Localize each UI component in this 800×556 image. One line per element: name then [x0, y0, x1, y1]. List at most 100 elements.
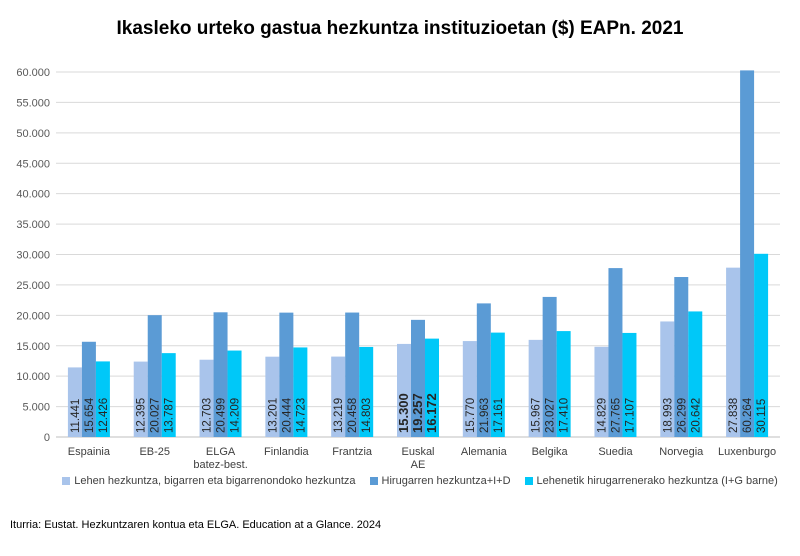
data-label: 13.201 [267, 398, 279, 433]
bar [345, 312, 360, 437]
x-tick-label: Alemania [461, 446, 508, 458]
data-label: 20.458 [347, 398, 359, 433]
y-tick-label: 15.000 [16, 341, 50, 353]
bar [279, 312, 294, 437]
data-label: 17.410 [559, 398, 571, 433]
data-label: 14.723 [295, 398, 307, 433]
bar [754, 253, 769, 437]
bar [199, 359, 214, 437]
bar [622, 332, 637, 437]
legend-label-primary: Lehen hezkuntza, bigarren eta bigarrenon… [74, 475, 356, 487]
data-label: 15.967 [531, 398, 543, 433]
bar [490, 332, 505, 437]
bar [594, 346, 609, 437]
data-label: 20.027 [150, 398, 162, 433]
legend-item-tertiary: Hirugarren hezkuntza+I+D [369, 475, 511, 487]
data-label: 15.770 [465, 398, 477, 433]
x-tick-label: Norvegia [659, 446, 704, 458]
bar [608, 268, 623, 437]
data-label: 20.499 [216, 398, 228, 433]
y-tick-label: 40.000 [16, 189, 50, 201]
legend-item-primary: Lehen hezkuntza, bigarren eta bigarrenon… [62, 475, 356, 487]
data-label: 30.115 [756, 399, 768, 433]
legend-label-tertiary: Hirugarren hezkuntza+I+D [381, 475, 511, 487]
bars [67, 70, 769, 438]
bar [359, 346, 374, 437]
data-label: 13.787 [164, 398, 176, 433]
bar [556, 331, 571, 437]
bar [726, 267, 741, 437]
x-tick-label: Finlandia [264, 446, 310, 458]
data-label: 20.444 [281, 397, 293, 433]
bar [265, 356, 280, 437]
x-tick-label: Frantzia [332, 446, 373, 458]
data-label: 11.441 [70, 399, 82, 433]
bar [147, 315, 162, 437]
x-tick-label: ELGA batez-best. [193, 446, 247, 471]
data-label: 15.300 [396, 393, 411, 433]
bar [133, 361, 148, 437]
x-tick-label: Belgika [532, 446, 569, 458]
legend-swatch-primary [62, 477, 71, 485]
data-label: 13.219 [333, 398, 345, 433]
y-tick-label: 20.000 [16, 310, 50, 322]
y-tick-label: 30.000 [16, 250, 50, 262]
data-label: 26.299 [676, 398, 688, 433]
bar [688, 311, 703, 437]
bar [67, 367, 82, 437]
legend-swatch-tertiary [369, 477, 378, 485]
legend-item-total: Lehenetik hirugarrenerako hezkuntza (I+G… [524, 475, 778, 487]
y-tick-label: 45.000 [16, 158, 50, 170]
data-label: 20.642 [690, 398, 702, 433]
data-label: 12.426 [98, 398, 110, 433]
data-label: 15.654 [84, 397, 96, 433]
bar [660, 321, 675, 437]
bar [425, 338, 439, 437]
x-tick-label: Euskal AE [401, 446, 434, 471]
data-label: 14.803 [361, 398, 373, 433]
data-label: 21.963 [479, 398, 491, 433]
data-label: 19.257 [410, 393, 425, 433]
bar [528, 339, 543, 437]
bar [674, 277, 689, 437]
bar [227, 350, 242, 437]
y-tick-label: 55.000 [16, 97, 50, 109]
data-label: 12.703 [202, 398, 214, 433]
data-label: 17.107 [624, 398, 636, 433]
x-tick-label: Espainia [68, 446, 111, 458]
legend-swatch-total [524, 477, 533, 485]
bar [81, 341, 96, 437]
bar [213, 312, 228, 437]
x-tick-label: Luxenburgo [718, 446, 776, 458]
bar [95, 361, 110, 437]
data-label: 12.395 [136, 398, 148, 433]
data-label: 14.829 [596, 398, 608, 433]
y-tick-label: 10.000 [16, 371, 50, 383]
y-tick-label: 0 [44, 432, 50, 444]
y-tick-label: 25.000 [16, 280, 50, 292]
data-labels: 11.441 15.654 12.426 12.395 20.027 13.787 12.7… [70, 393, 768, 433]
legend-label-total: Lehenetik hirugarrenerako hezkuntza (I+G… [536, 475, 778, 487]
bar [293, 347, 308, 437]
y-tick-label: 5.000 [22, 402, 50, 414]
x-tick-label: Suedia [598, 446, 633, 458]
data-label: 18.993 [662, 398, 674, 433]
bar [740, 70, 755, 438]
y-axis: 0 5.000 10.000 15.000 20.000 25.000 30.000 35.0… [16, 67, 50, 444]
bar [411, 319, 425, 437]
y-tick-label: 60.000 [16, 67, 50, 79]
data-label: 27.838 [728, 398, 740, 433]
bar [397, 343, 411, 437]
bar [331, 356, 346, 437]
data-label: 14.209 [230, 398, 242, 433]
bar [161, 353, 176, 437]
bar [462, 341, 477, 437]
x-axis: Espainia EB-25 ELGA batez-best. Finlandia Fra… [68, 446, 776, 471]
data-label: 23.027 [545, 398, 557, 433]
legend: Lehen hezkuntza, bigarren eta bigarrenon… [60, 475, 780, 487]
chart-title: Ikasleko urteko gastua hezkuntza institu… [116, 18, 684, 39]
source-note: Iturria: Eustat. Hezkuntzaren kontua eta… [10, 519, 382, 531]
bar [542, 296, 557, 437]
data-label: 17.161 [493, 398, 505, 433]
